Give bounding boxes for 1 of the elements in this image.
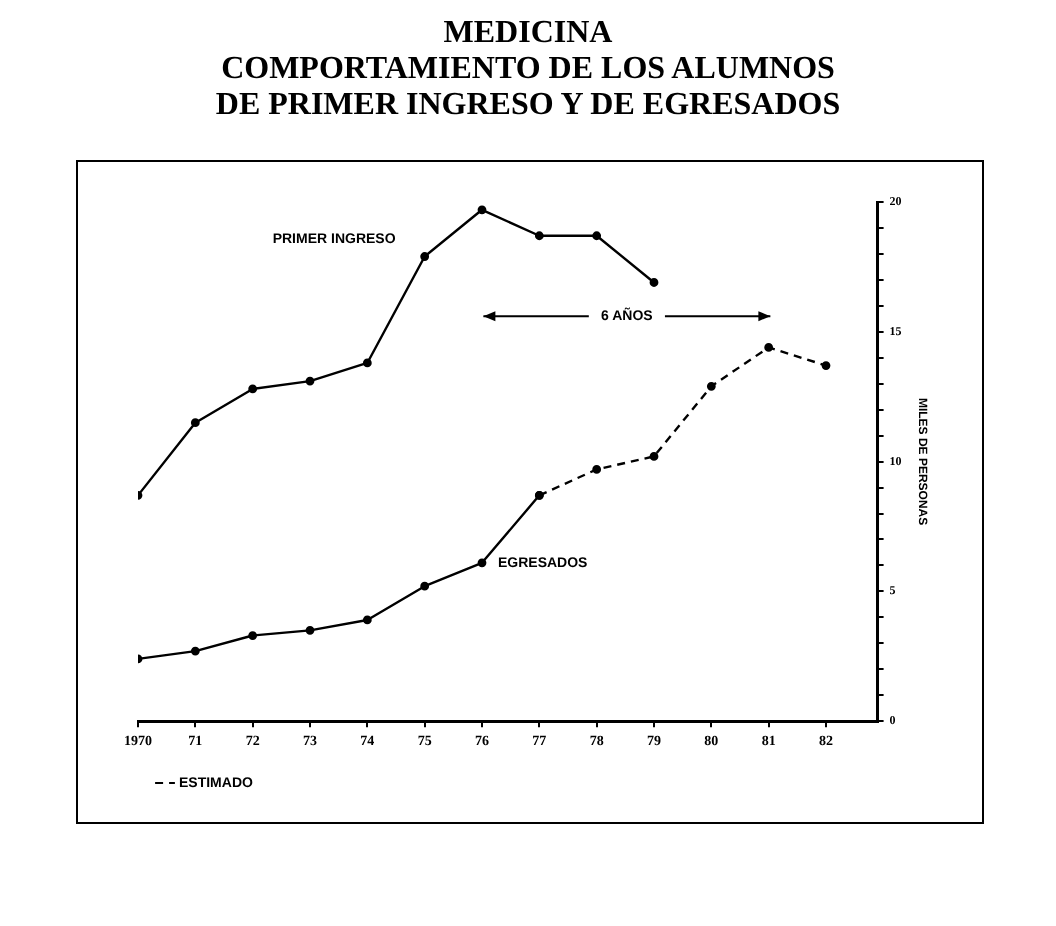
chart-title: MEDICINA COMPORTAMIENTO DE LOS ALUMNOS DE PRIMER INGRESO Y DE EGRESADOS (213, 16, 843, 124)
